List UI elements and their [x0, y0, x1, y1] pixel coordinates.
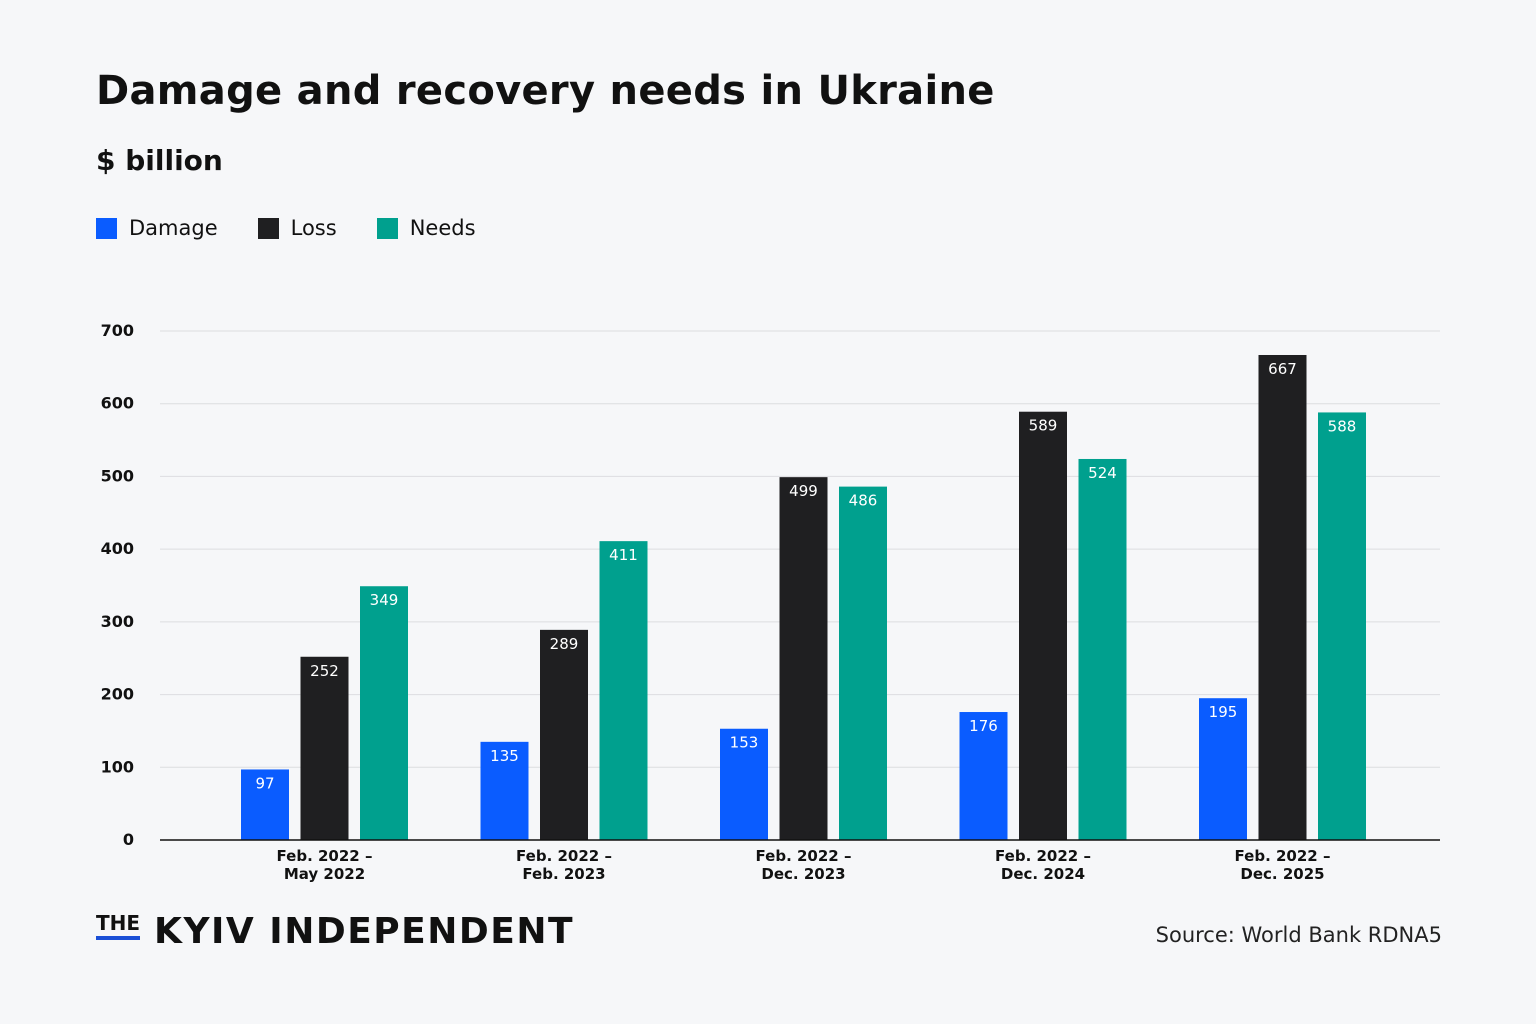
legend: Damage Loss Needs [96, 216, 476, 240]
x-tick-label: Dec. 2023 [761, 865, 845, 883]
data-label: 153 [730, 734, 759, 752]
x-tick-label: May 2022 [284, 865, 365, 883]
chart-title: Damage and recovery needs in Ukraine [96, 68, 995, 114]
x-tick-label: Feb. 2022 – [277, 847, 373, 865]
legend-swatch [376, 217, 398, 239]
bar-loss [779, 477, 828, 840]
data-label: 176 [969, 717, 998, 735]
kyiv-independent-logo: THE KYIV INDEPENDENT [96, 912, 574, 952]
y-tick-label: 200 [101, 685, 134, 704]
bar-needs [1078, 458, 1127, 840]
y-tick-label: 500 [101, 466, 134, 485]
bar-damage [480, 741, 529, 840]
data-label: 195 [1209, 703, 1238, 721]
data-label: 349 [370, 591, 399, 609]
y-tick-label: 100 [101, 757, 134, 776]
bar-damage [959, 712, 1008, 840]
bar-loss [1258, 354, 1307, 840]
data-label: 588 [1328, 417, 1357, 435]
bar-needs [1318, 412, 1366, 840]
x-tick-label: Feb. 2022 – [1235, 847, 1331, 865]
x-tick-label: Dec. 2024 [1001, 865, 1085, 883]
bar-damage [720, 728, 768, 840]
x-tick-label: Dec. 2025 [1240, 865, 1324, 883]
legend-item-loss: Loss [257, 216, 337, 240]
x-tick-label: Feb. 2023 [522, 865, 605, 883]
legend-label: Needs [409, 216, 476, 240]
bar-loss [540, 629, 588, 840]
data-label: 486 [849, 492, 878, 510]
bar-needs [599, 541, 648, 840]
legend-swatch [96, 217, 117, 239]
x-tick-label: Feb. 2022 – [756, 847, 852, 865]
bar-damage [241, 769, 289, 840]
bar-loss [1019, 411, 1067, 840]
logo-the: THE [96, 912, 141, 940]
legend-label: Damage [129, 216, 218, 240]
y-tick-label: 0 [123, 830, 134, 849]
legend-item-needs: Needs [376, 216, 476, 240]
x-tick-label: Feb. 2022 – [516, 847, 612, 865]
data-label: 252 [310, 662, 339, 680]
data-label: 667 [1268, 360, 1297, 378]
logo-name: KYIV INDEPENDENT [154, 911, 575, 952]
y-tick-label: 400 [101, 539, 134, 558]
bar-loss [300, 656, 349, 840]
data-label: 289 [550, 635, 579, 653]
bar-needs [839, 486, 887, 840]
legend-swatch [257, 217, 279, 239]
data-label: 499 [789, 482, 818, 500]
data-label: 97 [255, 774, 274, 792]
data-label: 524 [1088, 464, 1117, 482]
legend-label: Loss [290, 216, 337, 240]
data-label: 589 [1029, 417, 1058, 435]
data-label: 411 [609, 546, 638, 564]
data-label: 135 [490, 747, 519, 765]
bar-needs [360, 586, 408, 840]
y-tick-label: 300 [101, 612, 134, 631]
y-tick-label: 600 [101, 394, 134, 413]
source-note: Source: World Bank RDNA5 [1155, 923, 1442, 947]
chart-subtitle: $ billion [96, 144, 223, 177]
legend-item-damage: Damage [96, 216, 218, 240]
bar-damage [1199, 698, 1247, 840]
y-tick-label: 700 [101, 321, 134, 340]
x-tick-label: Feb. 2022 – [995, 847, 1091, 865]
